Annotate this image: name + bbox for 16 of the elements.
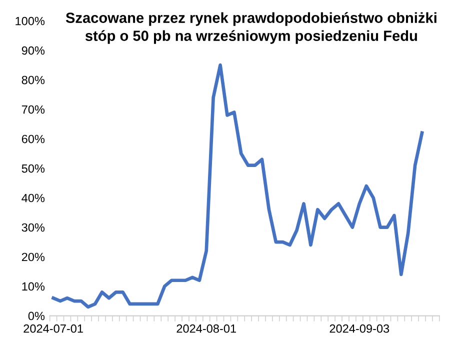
y-tick-label: 30% <box>22 223 45 232</box>
x-tick-label: 2024-08-01 <box>176 324 236 333</box>
y-tick-label: 20% <box>22 252 45 262</box>
x-tick-label: 2024-07-01 <box>24 324 83 333</box>
line-series <box>52 63 424 309</box>
y-tick-label: 80% <box>22 76 45 84</box>
y-tick-label: 70% <box>22 105 45 114</box>
y-tick-label: 40% <box>22 194 45 202</box>
y-tick-label: 50% <box>22 164 45 173</box>
y-tick-label: 100% <box>16 16 45 26</box>
y-tick-label: 0% <box>28 312 45 320</box>
y-tick-label: 10% <box>22 282 45 291</box>
y-tick-label: 90% <box>22 46 45 55</box>
x-tick-label: 2024-09-03 <box>330 324 390 333</box>
chart-title: Szacowane przez rynek prawdopodobieństwo obniżki stóp o 50 pb na wrześniowym posiedzeniu Fedu <box>66 12 436 44</box>
y-tick-label: 60% <box>22 134 45 144</box>
